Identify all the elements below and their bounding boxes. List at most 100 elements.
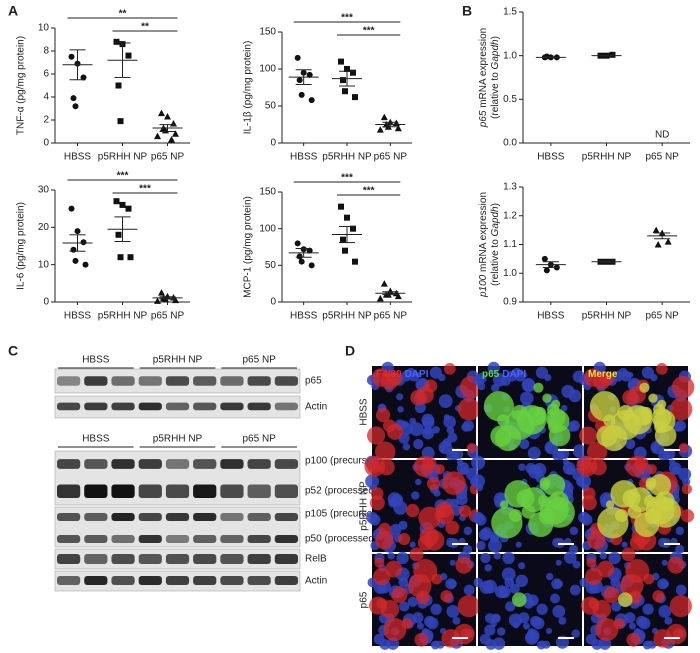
y-tick-label: 10 [38,259,50,270]
nucleus [439,445,446,452]
nucleus [642,603,654,615]
f480-signal [669,397,693,421]
f480-signal [367,426,386,445]
significance-label: ** [119,9,127,20]
nucleus [565,466,575,475]
nucleus [682,477,691,487]
p65-signal [644,508,661,525]
significance-label: *** [117,171,129,182]
data-point [158,109,165,117]
nucleus [421,427,435,440]
x-tick-label: p65 NP [645,311,679,322]
data-point [352,94,358,101]
blot-band [111,576,135,585]
f480-signal [398,533,411,546]
f480-signal [434,464,445,475]
data-point [68,53,75,60]
y-tick-label: 0 [270,138,276,149]
nucleus [459,466,469,475]
f480-signal [414,632,429,647]
data-point [172,130,179,137]
nucleus [650,373,658,382]
blot-band [193,554,217,564]
y-tick-label: 1.0 [503,268,517,279]
x-tick-label: p65 NP [151,311,185,322]
nucleus [608,551,621,565]
f480-signal [466,442,477,454]
micrograph [576,455,695,554]
blot-band [165,576,190,585]
nucleus [446,426,455,435]
f480-signal [375,441,396,462]
data-point [70,95,77,102]
data-point [394,124,402,132]
nucleus [675,526,685,536]
f480-signal [587,441,608,462]
blot-band [57,376,81,386]
data-point [164,113,171,120]
group-label: p5RHH NP [153,434,203,445]
p65-signal [499,500,509,509]
blot-band [274,513,298,521]
column-header-part: Merge [588,369,618,380]
y-tick-label: 1.0 [503,50,517,61]
f480-signal [371,368,391,387]
f480-signal [595,617,619,642]
x-tick-label: HBSS [537,152,565,163]
data-point [543,53,550,60]
band-label: Actin [305,576,327,587]
blot-band [165,402,190,411]
nucleus [472,511,484,524]
nucleus [501,567,516,582]
data-point [117,254,124,261]
f480-signal [581,596,600,615]
f480-signal [460,628,472,640]
nucleus [426,617,439,630]
x-tick-label: HBSS [290,311,318,322]
nucleus [673,422,683,432]
x-tick-label: p5RHH NP [322,152,372,163]
nucleus [527,628,535,636]
column-header: F4/80 DAPI [376,369,429,380]
blot-band [220,376,244,386]
data-point [125,52,132,59]
nucleus [401,420,409,428]
nucleus [484,564,492,572]
nucleus [599,552,607,560]
blot-band [220,535,244,543]
p65-signal [645,480,656,491]
blot-band [138,535,162,543]
nucleus [432,425,440,434]
data-point [158,289,165,296]
blot-band [165,484,190,498]
blot-band [138,376,162,386]
x-tick-label: HBSS [290,152,318,163]
note: ND [655,130,669,141]
data-point [294,240,301,247]
f480-signal [600,371,615,386]
data-point [82,261,89,268]
nucleus [402,442,411,451]
nucleus [497,627,506,636]
group-label: HBSS [82,355,110,366]
blot-band [165,535,190,543]
nucleus [388,498,398,508]
p65-signal [617,592,633,607]
p65-signal [655,491,675,511]
blot-band [57,554,81,564]
nucleus [536,640,546,650]
nucleus [545,572,554,581]
f480-signal [410,389,426,406]
blot-band [84,402,108,411]
nucleus [527,446,541,460]
blot-band [220,402,244,411]
p65-signal [483,391,514,422]
blot-band [247,554,271,564]
nucleus [449,559,456,566]
y-tick-label: 0 [43,138,49,149]
nucleus [558,616,567,625]
blot-band [165,554,190,564]
x-tick-label: p65 NP [151,152,185,163]
group-label: p5RHH NP [153,355,203,366]
y-tick-label: 0.0 [503,138,517,149]
